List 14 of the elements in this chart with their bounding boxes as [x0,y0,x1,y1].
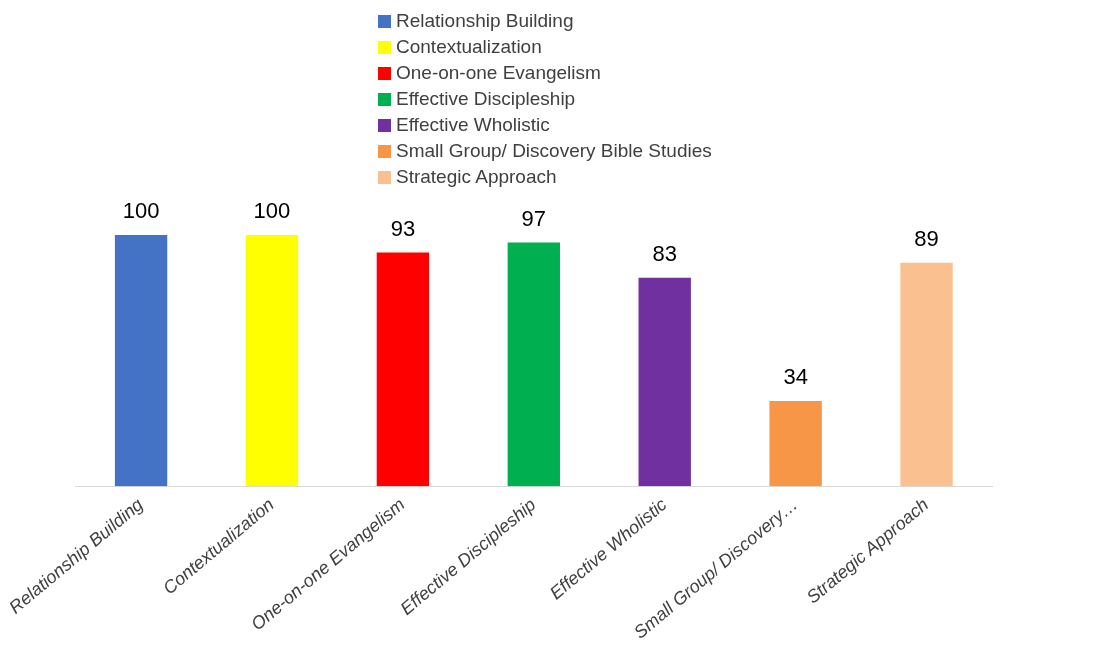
data-label: 93 [390,215,416,241]
legend-label: Effective Wholistic [396,114,550,136]
legend-label: Small Group/ Discovery Bible Studies [396,140,712,162]
legend-label: Contextualization [396,36,542,58]
data-label: 97 [521,205,547,231]
legend-label: Strategic Approach [396,166,557,188]
data-label: 34 [783,363,808,389]
legend-label: One-on-one Evangelism [396,62,601,84]
data-label: 83 [652,240,677,266]
data-label: 89 [914,225,939,251]
legend-label: Relationship Building [396,10,574,32]
legend-label: Effective Discipleship [396,88,576,110]
data-label: 100 [253,198,291,224]
data-label: 100 [122,198,160,224]
